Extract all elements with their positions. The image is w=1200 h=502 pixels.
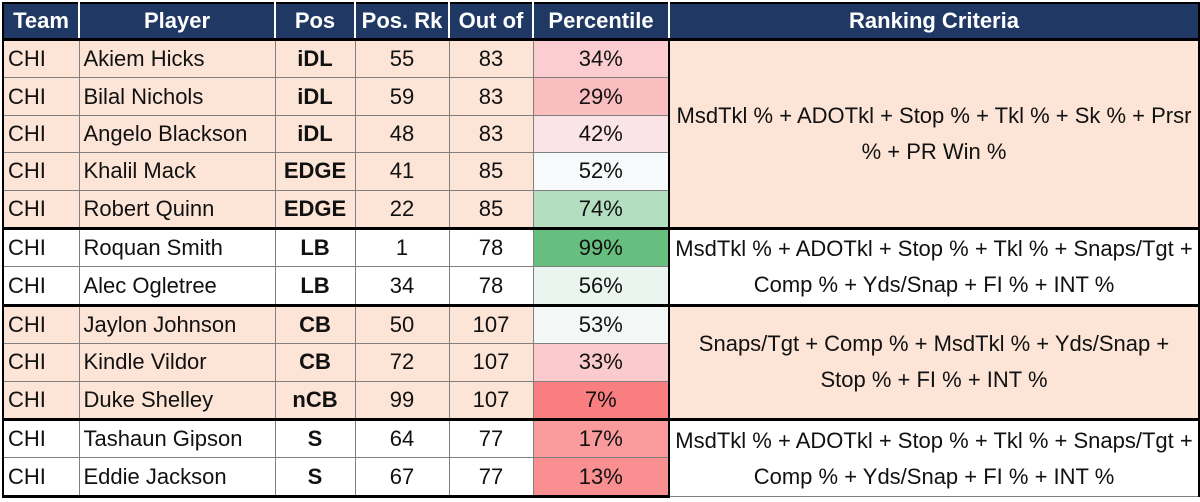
percentile-cell: 29% — [532, 77, 670, 116]
table-row: CHI Kindle Vildor CB 72 107 33% — [2, 343, 1199, 382]
player-name-cell: Jaylon Johnson — [78, 303, 276, 345]
position-rank-cell: 59 — [354, 77, 450, 116]
out-of-cell: 78 — [448, 227, 534, 268]
position-rank-cell: 22 — [354, 189, 450, 231]
position-cell: iDL — [274, 37, 356, 79]
percentile-cell: 42% — [532, 114, 670, 154]
percentile-cell: 34% — [532, 37, 670, 79]
position-rank-cell: 34 — [354, 266, 450, 307]
position-rank-cell: 50 — [354, 303, 450, 345]
out-of-cell: 107 — [448, 343, 534, 382]
ranking-criteria-cell: MsdTkl % + ADOTkl + Stop % + Tkl % + Sna… — [668, 418, 1200, 497]
table-body: CHI Akiem Hicks iDL 55 83 34% MsdTkl % + ADOTk… — [2, 37, 1200, 498]
team-cell: CHI — [2, 266, 80, 307]
percentile-cell: 13% — [532, 457, 670, 498]
table-row: CHI Jaylon Johnson CB 50 107 53% Snaps/Tgt + C… — [2, 303, 1200, 421]
percentile-cell: 52% — [532, 152, 670, 191]
team-cell: CHI — [2, 343, 80, 382]
position-cell: S — [274, 418, 356, 459]
percentile-cell: 74% — [532, 189, 670, 231]
position-cell: LB — [274, 227, 356, 268]
player-name-cell: Kindle Vildor — [78, 343, 276, 382]
team-cell: CHI — [2, 227, 80, 268]
team-cell: CHI — [2, 77, 80, 116]
table-row: CHI Roquan Smith LB 1 78 99% MsdTkl % + ADOTkl… — [2, 227, 1200, 306]
position-rank-cell: 48 — [354, 114, 450, 154]
position-cell: S — [274, 457, 356, 498]
percentile-cell: 7% — [532, 380, 670, 422]
header-row: Team Player Pos Pos. Rk Out of Percentil… — [2, 2, 1200, 41]
position-cell: nCB — [274, 380, 356, 422]
team-cell: CHI — [2, 418, 80, 459]
position-rank-cell: 41 — [354, 152, 450, 191]
position-rank-cell: 72 — [354, 343, 450, 382]
player-name-cell: Khalil Mack — [78, 152, 276, 191]
position-cell: EDGE — [274, 189, 356, 231]
position-rank-cell: 64 — [354, 418, 450, 459]
table-row: CHI Eddie Jackson S 67 77 13% — [2, 457, 1199, 498]
out-of-cell: 77 — [448, 418, 534, 459]
position-cell: EDGE — [274, 152, 356, 191]
table-row: CHI Robert Quinn EDGE 22 85 74% — [2, 189, 1199, 231]
player-name-cell: Bilal Nichols — [78, 77, 276, 116]
out-of-cell: 85 — [448, 189, 534, 231]
header-team: Team — [2, 2, 80, 41]
out-of-cell: 83 — [448, 114, 534, 154]
player-name-cell: Robert Quinn — [78, 189, 276, 231]
out-of-cell: 107 — [448, 380, 534, 422]
ranking-criteria-cell: MsdTkl % + ADOTkl + Stop % + Tkl % + Sna… — [668, 227, 1200, 306]
team-cell: CHI — [2, 303, 80, 345]
table-row: CHI Akiem Hicks iDL 55 83 34% MsdTkl % + ADOTk… — [2, 37, 1200, 230]
position-rank-cell: 1 — [354, 227, 450, 268]
out-of-cell: 83 — [448, 37, 534, 79]
out-of-cell: 83 — [448, 77, 534, 116]
percentile-cell: 99% — [532, 227, 670, 268]
position-rank-cell: 67 — [354, 457, 450, 498]
table-row: CHI Alec Ogletree LB 34 78 56% — [2, 266, 1199, 307]
header-pos-rank: Pos. Rk — [354, 2, 450, 41]
table-row: CHI Bilal Nichols iDL 59 83 29% — [2, 77, 1199, 116]
player-name-cell: Akiem Hicks — [78, 37, 276, 79]
header-pos: Pos — [274, 2, 356, 41]
player-name-cell: Alec Ogletree — [78, 266, 276, 307]
team-cell: CHI — [2, 152, 80, 191]
percentile-cell: 17% — [532, 418, 670, 459]
ranking-criteria-cell: Snaps/Tgt + Comp % + MsdTkl % + Yds/Snap… — [668, 303, 1200, 421]
team-cell: CHI — [2, 380, 80, 422]
position-cell: iDL — [274, 114, 356, 154]
percentile-cell: 33% — [532, 343, 670, 382]
team-cell: CHI — [2, 457, 80, 498]
table-row: CHI Duke Shelley nCB 99 107 7% — [2, 380, 1199, 422]
position-cell: CB — [274, 303, 356, 345]
ranking-criteria-cell: MsdTkl % + ADOTkl + Stop % + Tkl % + Sk … — [668, 37, 1200, 230]
player-name-cell: Tashaun Gipson — [78, 418, 276, 459]
player-name-cell: Roquan Smith — [78, 227, 276, 268]
team-cell: CHI — [2, 114, 80, 154]
position-cell: iDL — [274, 77, 356, 116]
team-cell: CHI — [2, 189, 80, 231]
player-name-cell: Eddie Jackson — [78, 457, 276, 498]
out-of-cell: 107 — [448, 303, 534, 345]
position-rank-cell: 99 — [354, 380, 450, 422]
out-of-cell: 85 — [448, 152, 534, 191]
table-row: CHI Tashaun Gipson S 64 77 17% MsdTkl % + ADOT… — [2, 418, 1200, 497]
position-cell: LB — [274, 266, 356, 307]
header-ranking-criteria: Ranking Criteria — [668, 2, 1200, 41]
out-of-cell: 78 — [448, 266, 534, 307]
player-name-cell: Angelo Blackson — [78, 114, 276, 154]
table-row: CHI Khalil Mack EDGE 41 85 52% — [2, 152, 1199, 191]
player-name-cell: Duke Shelley — [78, 380, 276, 422]
team-cell: CHI — [2, 37, 80, 79]
position-cell: CB — [274, 343, 356, 382]
header-player: Player — [78, 2, 276, 41]
position-rank-cell: 55 — [354, 37, 450, 79]
header-percentile: Percentile — [532, 2, 670, 41]
out-of-cell: 77 — [448, 457, 534, 498]
percentile-cell: 53% — [532, 303, 670, 345]
header-out-of: Out of — [448, 2, 534, 41]
table-row: CHI Angelo Blackson iDL 48 83 42% — [2, 114, 1199, 154]
percentile-cell: 56% — [532, 266, 670, 307]
